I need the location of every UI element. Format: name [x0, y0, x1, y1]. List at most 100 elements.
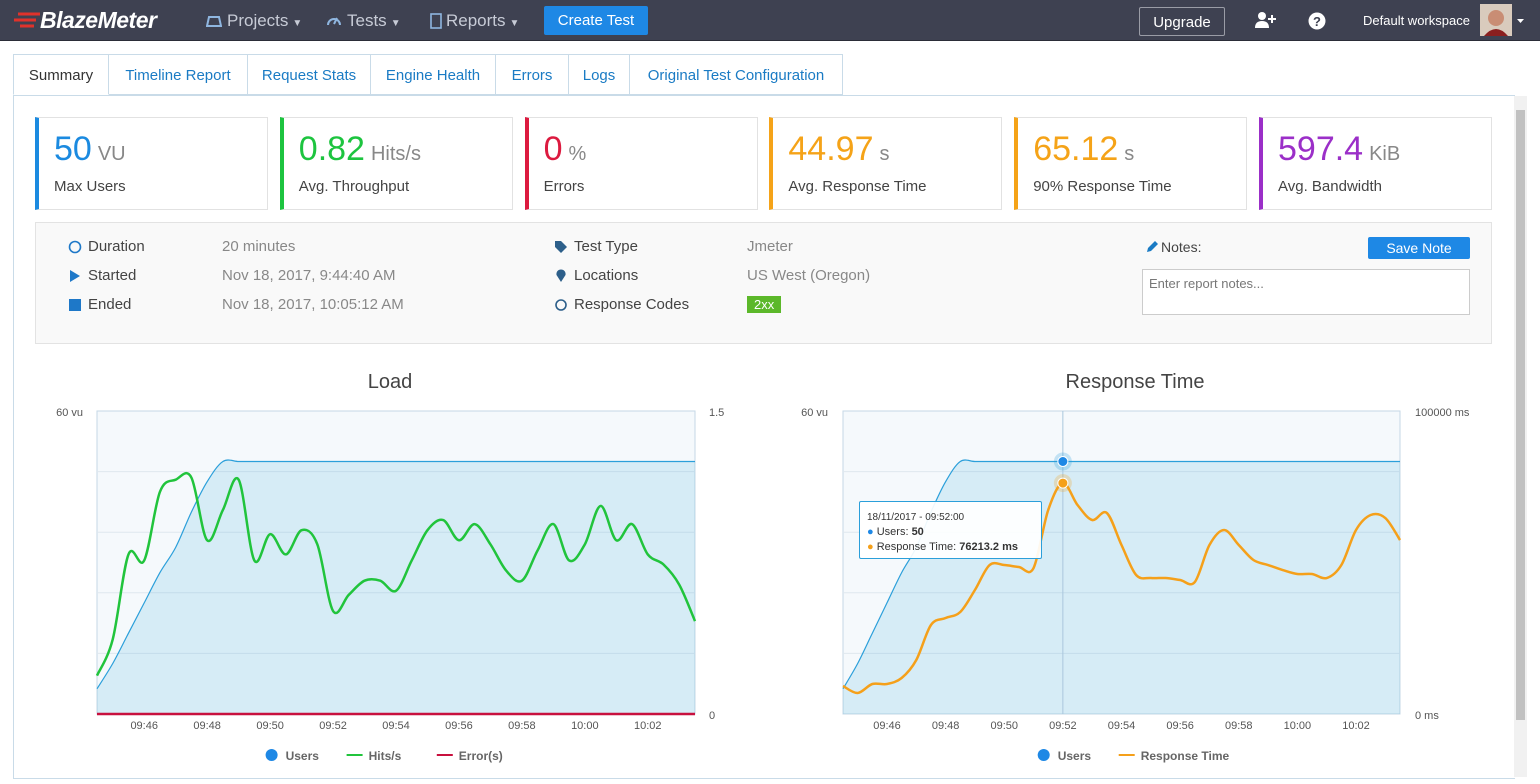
chart-title: Load	[368, 371, 413, 393]
y-tick-label: 60 vu	[56, 407, 83, 419]
detail-icon	[69, 299, 81, 311]
detail-label: Locations	[574, 267, 639, 284]
kpi-label: 90% Response Time	[1033, 178, 1172, 195]
chart-title: Response Time	[1066, 371, 1205, 393]
kpi-number: 50	[54, 130, 92, 168]
x-tick-label: 09:58	[508, 720, 536, 732]
nav-bar: BlazeMeter Create Test Upgrade ? Default…	[0, 0, 1540, 41]
legend-marker	[1037, 749, 1050, 761]
kpi-card: 65.12 s 90% Response Time	[1014, 117, 1248, 210]
x-tick-label: 10:02	[634, 720, 662, 732]
kpi-label: Avg. Bandwidth	[1278, 178, 1382, 195]
x-tick-label: 09:52	[1049, 720, 1077, 732]
tab[interactable]: Errors	[496, 54, 569, 95]
scrollbar[interactable]	[1514, 96, 1527, 777]
menu-item[interactable]: Projects ▼	[227, 11, 303, 30]
detail-value: 2xx	[747, 296, 782, 313]
detail-value: US West (Oregon)	[747, 267, 871, 284]
legend-label: Users	[1058, 749, 1092, 763]
y2-tick-label: 100000 ms	[1415, 407, 1470, 419]
avatar[interactable]	[1480, 4, 1524, 37]
tab[interactable]: Engine Health	[371, 54, 496, 95]
tooltip-row: ● Users: 50	[867, 526, 924, 538]
kpi-value: 44.97 s	[788, 130, 889, 169]
hover-point	[1057, 477, 1069, 489]
kpi-card: 50 VU Max Users	[35, 117, 268, 210]
tab[interactable]: Original Test Configuration	[630, 54, 843, 95]
icon-shape	[555, 241, 567, 253]
tab[interactable]: Logs	[569, 54, 630, 95]
icon-shape	[327, 17, 341, 26]
detail-label: Test Type	[574, 238, 638, 255]
tab[interactable]: Summary	[13, 54, 109, 95]
menu-item[interactable]: Reports ▼	[446, 11, 520, 30]
x-tick-label: 09:58	[1225, 720, 1253, 732]
detail-value: Nov 18, 2017, 10:05:12 AM	[222, 296, 404, 313]
y-tick-label: 60 vu	[801, 407, 828, 419]
y2-tick-label: 0 ms	[1415, 710, 1439, 722]
detail-icon	[70, 270, 80, 282]
legend-label: Response Time	[1141, 749, 1230, 763]
legend-label: Error(s)	[459, 749, 503, 763]
x-tick-label: 10:00	[1284, 720, 1312, 732]
help-icon[interactable]: ?	[1308, 12, 1326, 30]
svg-text:?: ?	[1313, 14, 1321, 29]
y2-tick-label: 1.5	[709, 407, 724, 419]
detail-label: Response Codes	[574, 296, 690, 313]
detail-label: Started	[88, 267, 137, 284]
hover-point	[1057, 456, 1069, 467]
detail-icon	[556, 269, 566, 282]
x-tick-label: 10:00	[571, 720, 599, 732]
legend-label: Users	[286, 749, 320, 763]
kpi-value: 597.4 KiB	[1278, 130, 1400, 169]
kpi-value: 50 VU	[54, 130, 126, 169]
caret: ▼	[390, 18, 401, 29]
kpi-value: 65.12 s	[1033, 130, 1134, 169]
brand-logo	[14, 12, 40, 28]
menu-icon	[327, 17, 341, 26]
report-panel	[13, 95, 1515, 779]
kpi-label: Avg. Response Time	[788, 178, 927, 195]
upgrade-button[interactable]: Upgrade	[1139, 7, 1225, 36]
kpi-number: 44.97	[788, 130, 874, 168]
tab[interactable]: Timeline Report	[109, 54, 248, 95]
x-tick-label: 09:46	[130, 720, 158, 732]
detail-icon	[555, 241, 567, 253]
tab[interactable]: Request Stats	[248, 54, 371, 95]
icon-shape	[69, 299, 81, 311]
legend-marker	[265, 749, 278, 761]
brand[interactable]: BlazeMeter	[40, 7, 157, 33]
x-tick-label: 09:48	[932, 720, 960, 732]
legend-label: Hits/s	[369, 749, 402, 763]
kpi-value: 0%	[544, 130, 587, 169]
save-note-button[interactable]: Save Note	[1368, 237, 1470, 259]
tooltip-value: 50	[911, 526, 924, 538]
notes-input[interactable]: Enter report notes...	[1142, 269, 1470, 315]
x-tick-label: 09:54	[1108, 720, 1136, 732]
series-line	[95, 471, 697, 677]
tooltip: 18/11/2017 - 09:52:00 ● Users: 50 ● Resp…	[859, 501, 1042, 559]
tooltip-label: Users:	[876, 526, 909, 538]
kpi-number: 0.82	[298, 130, 365, 168]
kpi-label: Avg. Throughput	[298, 178, 410, 195]
kpi-card: 597.4 KiB Avg. Bandwidth	[1259, 117, 1492, 210]
invite-icon[interactable]	[1254, 11, 1276, 29]
caret: ▼	[292, 18, 303, 29]
x-tick-label: 10:02	[1342, 720, 1370, 732]
series-line	[842, 481, 1402, 695]
series-line	[96, 459, 695, 690]
x-tick-label: 09:50	[990, 720, 1018, 732]
menu-icon	[430, 13, 442, 29]
pencil-icon	[1147, 241, 1158, 252]
detail-icon	[68, 240, 82, 254]
create-test-button[interactable]: Create Test	[544, 6, 648, 35]
scroll-thumb[interactable]	[1516, 110, 1525, 720]
detail-label: Duration	[88, 238, 145, 255]
icon-shape	[555, 299, 567, 311]
detail-value: Jmeter	[747, 238, 793, 255]
workspace[interactable]: Default workspace	[1363, 13, 1470, 28]
menu-item[interactable]: Tests ▼	[347, 11, 401, 30]
detail-value: Nov 18, 2017, 9:44:40 AM	[222, 267, 396, 284]
x-tick-label: 09:56	[1166, 720, 1194, 732]
